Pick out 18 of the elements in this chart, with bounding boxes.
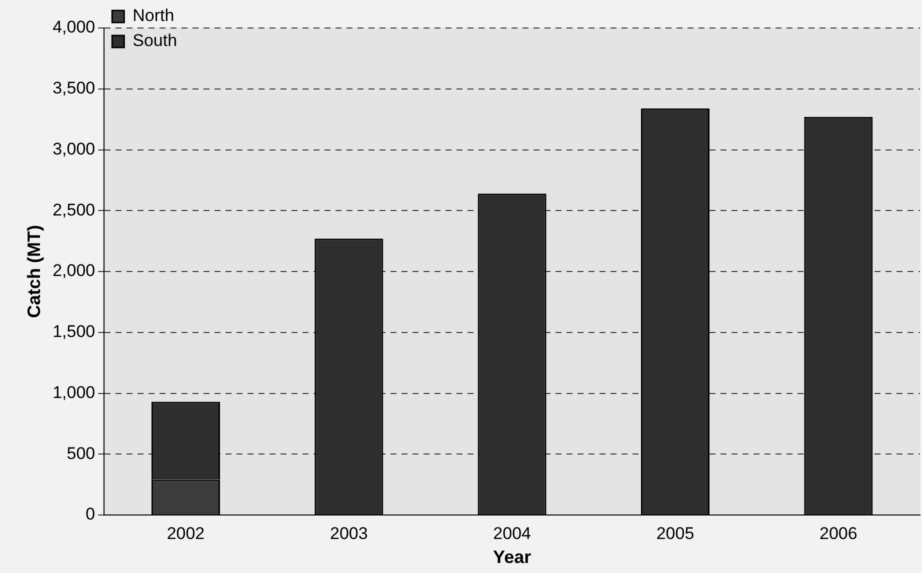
y-tick-label: 2,500 bbox=[52, 200, 96, 220]
legend-label: South bbox=[132, 31, 178, 50]
y-tick-label: 2,000 bbox=[52, 261, 96, 280]
y-tick-label: 1,500 bbox=[52, 322, 96, 342]
x-tick-label: 2002 bbox=[166, 524, 205, 543]
y-tick-label: 1,000 bbox=[52, 382, 96, 402]
y-axis-title: Catch (MT) bbox=[24, 225, 44, 318]
y-tick-label: 3,500 bbox=[52, 78, 96, 98]
x-tick-label: 2003 bbox=[330, 524, 368, 543]
x-axis-title: Year bbox=[493, 547, 532, 568]
x-tick-label: 2005 bbox=[656, 524, 694, 543]
y-tick-label: 500 bbox=[66, 444, 96, 463]
y-tick-label: 0 bbox=[86, 504, 96, 524]
y-tick-label: 4,000 bbox=[52, 18, 96, 37]
y-tick-label: 3,000 bbox=[52, 139, 96, 158]
x-tick-label: 2006 bbox=[820, 524, 858, 543]
x-tick-label: 2004 bbox=[493, 524, 531, 543]
legend-label: North bbox=[132, 6, 174, 26]
